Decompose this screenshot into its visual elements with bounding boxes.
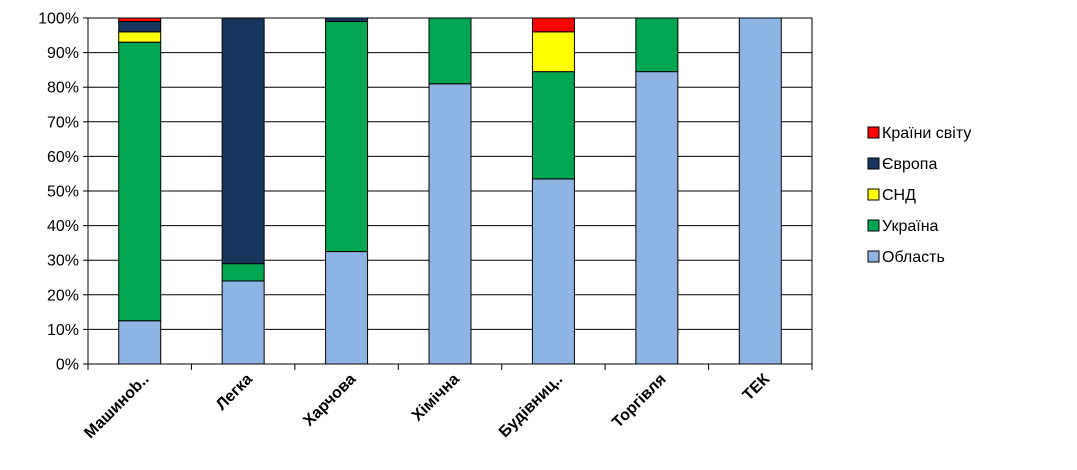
bar-segment: [221, 17, 265, 265]
bar-segment: [221, 263, 265, 282]
x-tick-label: Харчова: [300, 371, 359, 430]
legend-swatch: [867, 188, 880, 201]
bar-segment: [325, 20, 369, 253]
y-tick-label: 100%: [38, 11, 79, 28]
legend-label: Країни світу: [882, 125, 971, 142]
y-tick-label: 90%: [47, 45, 79, 62]
x-tick-label: ТЕК: [740, 371, 774, 405]
x-tick-label: Будівниц..: [496, 371, 566, 441]
bar-segment: [325, 17, 369, 22]
bar-segment: [531, 17, 575, 33]
bar-segment: [118, 20, 162, 33]
y-tick-label: 60%: [47, 149, 79, 166]
bar-segment: [635, 17, 679, 73]
bar-segment: [325, 251, 369, 365]
legend-swatch: [867, 126, 880, 139]
bar-segment: [221, 280, 265, 365]
y-tick-label: 0%: [56, 357, 79, 374]
y-tick-label: 20%: [47, 287, 79, 304]
bar-segment: [738, 17, 782, 365]
y-tick-label: 70%: [47, 114, 79, 131]
x-tick-label: Торгівля: [609, 371, 669, 431]
bar-segment: [118, 41, 162, 322]
bars: [118, 17, 782, 365]
bar-segment: [531, 31, 575, 73]
x-axis-tick-labels: Машинob.. Легка Харчова Хімічна Будівниц.. То…: [81, 371, 773, 442]
bar-segment: [118, 320, 162, 365]
x-tick-label: Легка: [213, 371, 256, 414]
y-tick-label: 30%: [47, 253, 79, 270]
bar-segment: [635, 71, 679, 365]
legend-label: СНД: [882, 187, 916, 204]
y-tick-label: 80%: [47, 80, 79, 97]
legend-swatch: [867, 157, 880, 170]
y-tick-label: 40%: [47, 218, 79, 235]
y-axis-tick-labels: 0% 10% 20% 30% 40% 50% 60% 70% 80% 90% 100%: [38, 11, 79, 374]
legend-label: Україна: [882, 218, 939, 235]
axes: [83, 17, 813, 370]
legend-swatch: [867, 250, 880, 263]
y-tick-label: 50%: [47, 184, 79, 201]
bar-segment: [531, 178, 575, 365]
x-tick-label: Хімічна: [409, 371, 463, 425]
bar-segment: [428, 83, 472, 365]
bar-segment: [428, 17, 472, 85]
legend: Країни світу Європа СНД Україна Область: [867, 125, 971, 266]
legend-swatch: [867, 219, 880, 232]
bar-segment: [118, 17, 162, 22]
y-tick-label: 10%: [47, 322, 79, 339]
x-tick-label: Машинob..: [81, 371, 152, 442]
legend-label: Область: [882, 249, 945, 266]
legend-label: Європа: [882, 156, 937, 173]
bar-segment: [118, 31, 162, 43]
bar-segment: [531, 71, 575, 180]
